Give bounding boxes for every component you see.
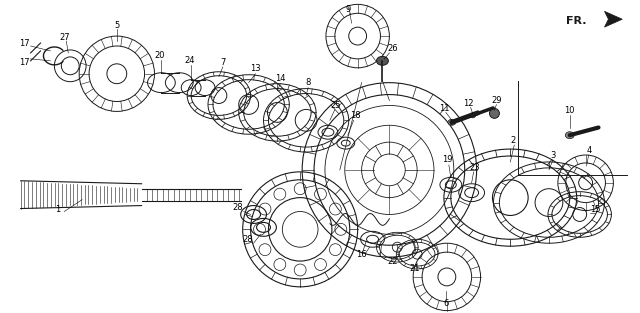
Polygon shape [604, 11, 622, 27]
Text: 15: 15 [590, 205, 601, 214]
Text: 28: 28 [232, 203, 243, 212]
Ellipse shape [376, 56, 388, 65]
Ellipse shape [448, 119, 456, 125]
Text: 10: 10 [564, 106, 575, 115]
Text: 17: 17 [19, 38, 30, 48]
Text: 14: 14 [275, 74, 285, 83]
Text: 20: 20 [154, 51, 164, 60]
Text: 23: 23 [469, 163, 480, 172]
Text: 2: 2 [511, 136, 516, 145]
Circle shape [490, 108, 499, 118]
Text: 24: 24 [184, 56, 195, 65]
Text: 12: 12 [463, 99, 474, 108]
Text: 25: 25 [331, 101, 341, 110]
Text: 22: 22 [387, 257, 397, 265]
Text: 9: 9 [345, 5, 350, 14]
Text: 1: 1 [55, 205, 60, 214]
Ellipse shape [565, 132, 574, 139]
Text: 4: 4 [587, 146, 592, 155]
Text: 17: 17 [19, 58, 30, 67]
Ellipse shape [470, 113, 476, 118]
Text: 5: 5 [114, 21, 120, 30]
Text: 6: 6 [443, 299, 449, 308]
Text: 26: 26 [387, 44, 397, 54]
Text: 11: 11 [438, 104, 449, 113]
Text: 21: 21 [409, 264, 419, 274]
Text: 8: 8 [305, 78, 311, 87]
Text: 16: 16 [356, 250, 367, 259]
Text: 28: 28 [243, 235, 253, 244]
Text: 18: 18 [350, 111, 361, 120]
Text: 29: 29 [491, 96, 502, 105]
Text: 3: 3 [550, 151, 556, 160]
Text: FR.: FR. [566, 16, 587, 26]
Text: 13: 13 [250, 64, 261, 73]
Text: 27: 27 [59, 33, 70, 42]
Text: 7: 7 [220, 58, 225, 67]
Text: 19: 19 [442, 156, 452, 164]
